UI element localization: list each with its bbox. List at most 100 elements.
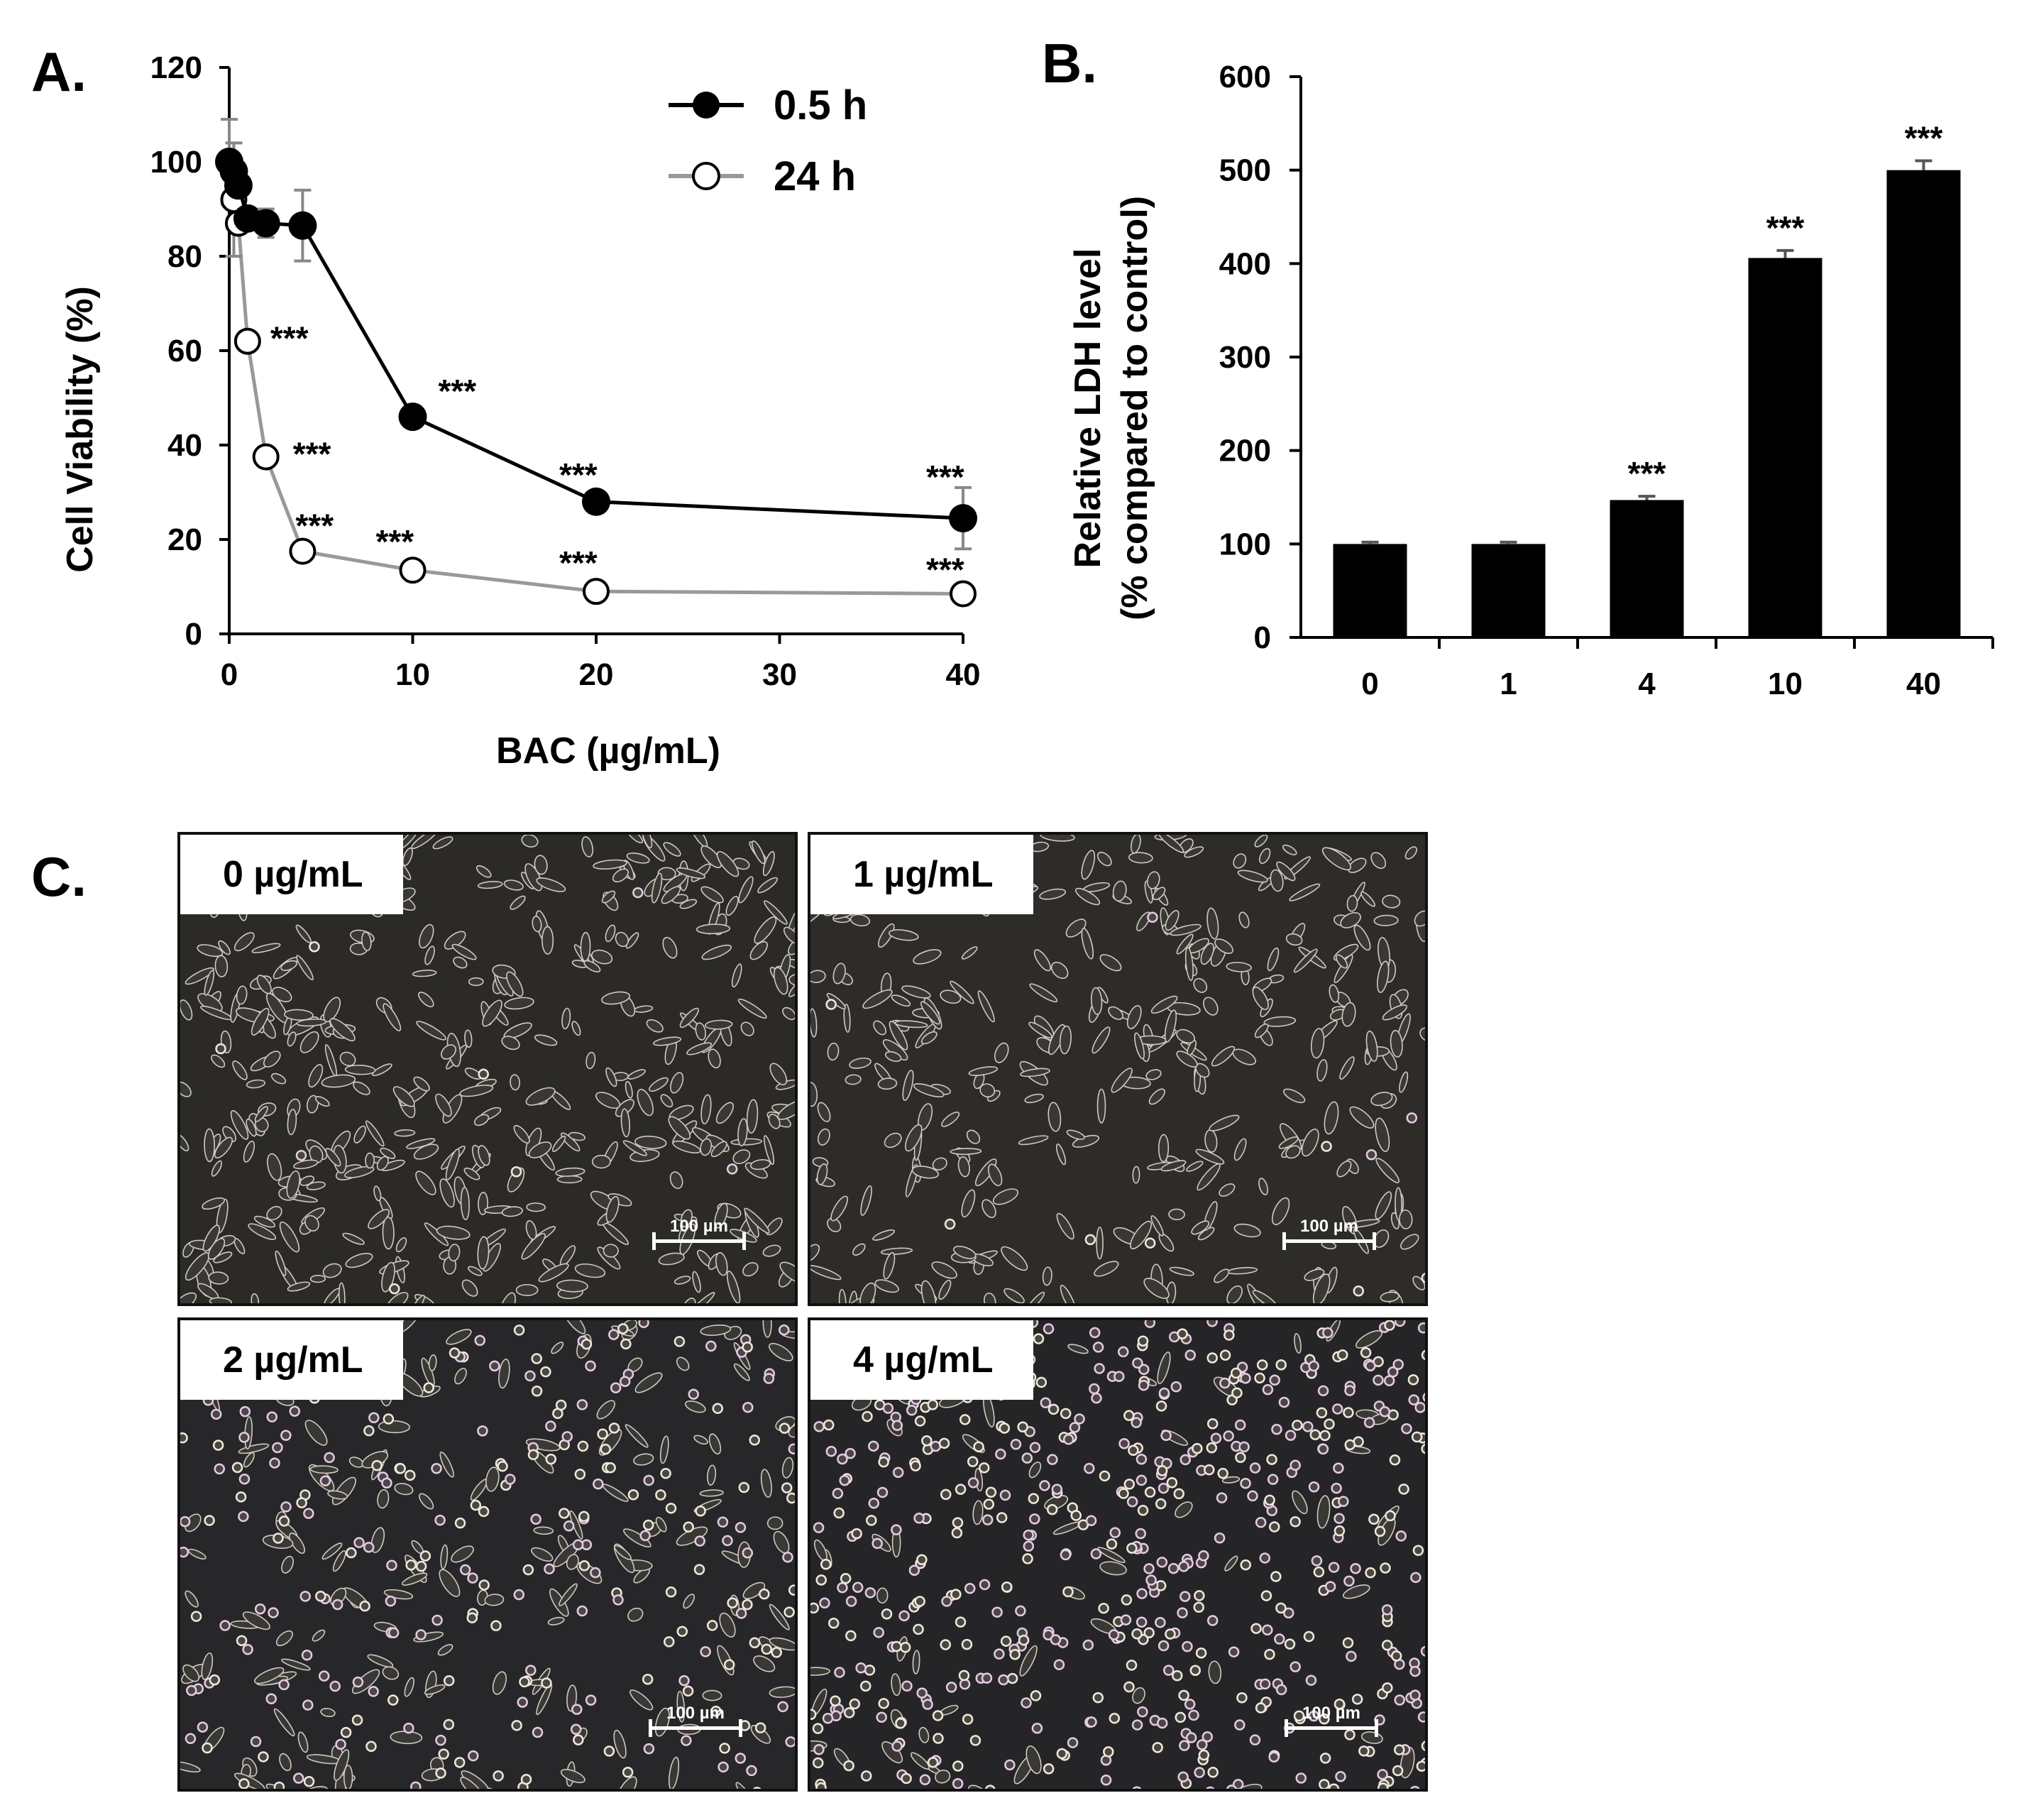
rounded-cell [1267, 1474, 1279, 1485]
chart-b-y-tick-label: 100 [1219, 527, 1271, 561]
adherent-cell [601, 991, 631, 1005]
adherent-cell [595, 1092, 620, 1109]
adherent-cell [651, 872, 663, 904]
adherent-cell [1164, 1009, 1177, 1043]
adherent-cell [911, 1166, 940, 1179]
adherent-cell [1254, 835, 1268, 848]
rounded-cell [1082, 1639, 1094, 1651]
rounded-cell [785, 1736, 795, 1748]
adherent-cell [293, 1159, 319, 1170]
rounded-cell [1069, 1422, 1081, 1433]
rounded-cell [278, 1679, 290, 1691]
adherent-cell [536, 877, 566, 892]
rounded-cell [1317, 1443, 1329, 1455]
adherent-cell [1276, 861, 1296, 882]
rounded-cell [1412, 1545, 1424, 1556]
rounded-cell [782, 1552, 793, 1563]
rounded-cell [1342, 1637, 1354, 1649]
chart-b-bar [1471, 544, 1546, 637]
rounded-cell [1017, 1421, 1028, 1433]
adherent-cell [304, 1420, 328, 1446]
rounded-cell [1132, 1357, 1143, 1369]
adherent-cell [204, 1128, 215, 1163]
rounded-cell [901, 1772, 912, 1785]
rounded-cell [1390, 1650, 1402, 1662]
chart-b-tick-labels: 0 100 200 300 400 500 600 0 1 4 10 40 [1219, 60, 1941, 701]
rounded-cell [209, 1674, 221, 1686]
adherent-cell [913, 1082, 945, 1098]
adherent-cell [411, 835, 439, 850]
rounded-cell [1206, 1442, 1218, 1454]
adherent-cell [1158, 1134, 1170, 1163]
rounded-cell [1228, 1646, 1240, 1657]
adherent-cell [744, 1207, 770, 1234]
rounded-cell [1043, 1323, 1055, 1334]
adherent-cell [386, 1292, 409, 1303]
rounded-cell [1292, 1420, 1303, 1431]
chart-b-bar [1333, 544, 1407, 637]
adherent-cell [1346, 1219, 1380, 1228]
adherent-cell [482, 999, 502, 1027]
chart-a-viability: 0 20 40 60 80 100 120 0 10 20 30 40 BAC (µg/mL) Cel… [60, 50, 980, 772]
rounded-cell [1158, 1387, 1170, 1399]
adherent-cell [961, 946, 978, 960]
rounded-cell [1262, 1624, 1273, 1636]
rounded-cell [578, 1560, 590, 1572]
rounded-cell [1317, 1385, 1329, 1397]
adherent-cell [725, 896, 739, 916]
rounded-cell [882, 1403, 894, 1414]
rounded-cell [1155, 1616, 1166, 1628]
adherent-cell [779, 1261, 795, 1283]
adherent-cell [1270, 869, 1284, 892]
adherent-cell [1097, 1547, 1126, 1563]
chart-a-significance-label: *** [926, 551, 964, 588]
adherent-cell [1146, 871, 1160, 889]
rounded-cell [1343, 1575, 1355, 1587]
rounded-cell [505, 1474, 516, 1485]
rounded-cell [1089, 1327, 1101, 1339]
chart-b-x-tick-label: 40 [1906, 667, 1941, 701]
rounded-cell [1165, 1628, 1176, 1640]
rounded-cell [1256, 1359, 1268, 1371]
rounded-cell [530, 1513, 541, 1525]
adherent-cell [1301, 1129, 1319, 1157]
adherent-cell [506, 971, 524, 997]
rounded-cell [511, 1720, 522, 1731]
rounded-cell [1394, 1744, 1405, 1755]
adherent-cell [992, 1188, 1019, 1205]
rounded-cell [1084, 1234, 1096, 1246]
rounded-cell [959, 1678, 971, 1690]
adherent-cell [1341, 1002, 1356, 1027]
adherent-cell [232, 1060, 248, 1080]
rounded-cell [1210, 1432, 1222, 1444]
rounded-cell [605, 1462, 616, 1474]
rounded-cell [642, 1673, 654, 1685]
rounded-cell [1120, 1614, 1132, 1626]
rounded-cell [1180, 1454, 1192, 1466]
rounded-cell [1217, 1467, 1228, 1479]
adherent-cell [905, 1124, 923, 1152]
chart-b-y-tick-label: 600 [1219, 60, 1271, 94]
rounded-cell [969, 1735, 981, 1746]
panel-a-letter: A. [31, 40, 87, 103]
rounded-cell [643, 1474, 654, 1486]
adherent-cell [1414, 910, 1425, 927]
rounded-cell [309, 941, 320, 953]
adherent-cell [436, 1225, 471, 1240]
adherent-cell [460, 1187, 470, 1221]
adherent-cell [461, 1279, 478, 1297]
rounded-cell [410, 1781, 422, 1789]
adherent-cell [1081, 928, 1094, 960]
rounded-cell [705, 1340, 717, 1352]
adherent-cell [625, 1424, 649, 1448]
rounded-cell [1043, 1763, 1055, 1775]
adherent-cell [531, 1547, 554, 1562]
rounded-cell [742, 1547, 754, 1559]
adherent-cell [560, 1769, 585, 1784]
adherent-cell [715, 1102, 734, 1124]
rounded-cell [431, 1463, 442, 1474]
rounded-cell [1022, 1553, 1033, 1564]
adherent-cell [852, 1243, 866, 1256]
rounded-cell [678, 1674, 690, 1687]
chart-a-significance-label: *** [926, 459, 964, 495]
